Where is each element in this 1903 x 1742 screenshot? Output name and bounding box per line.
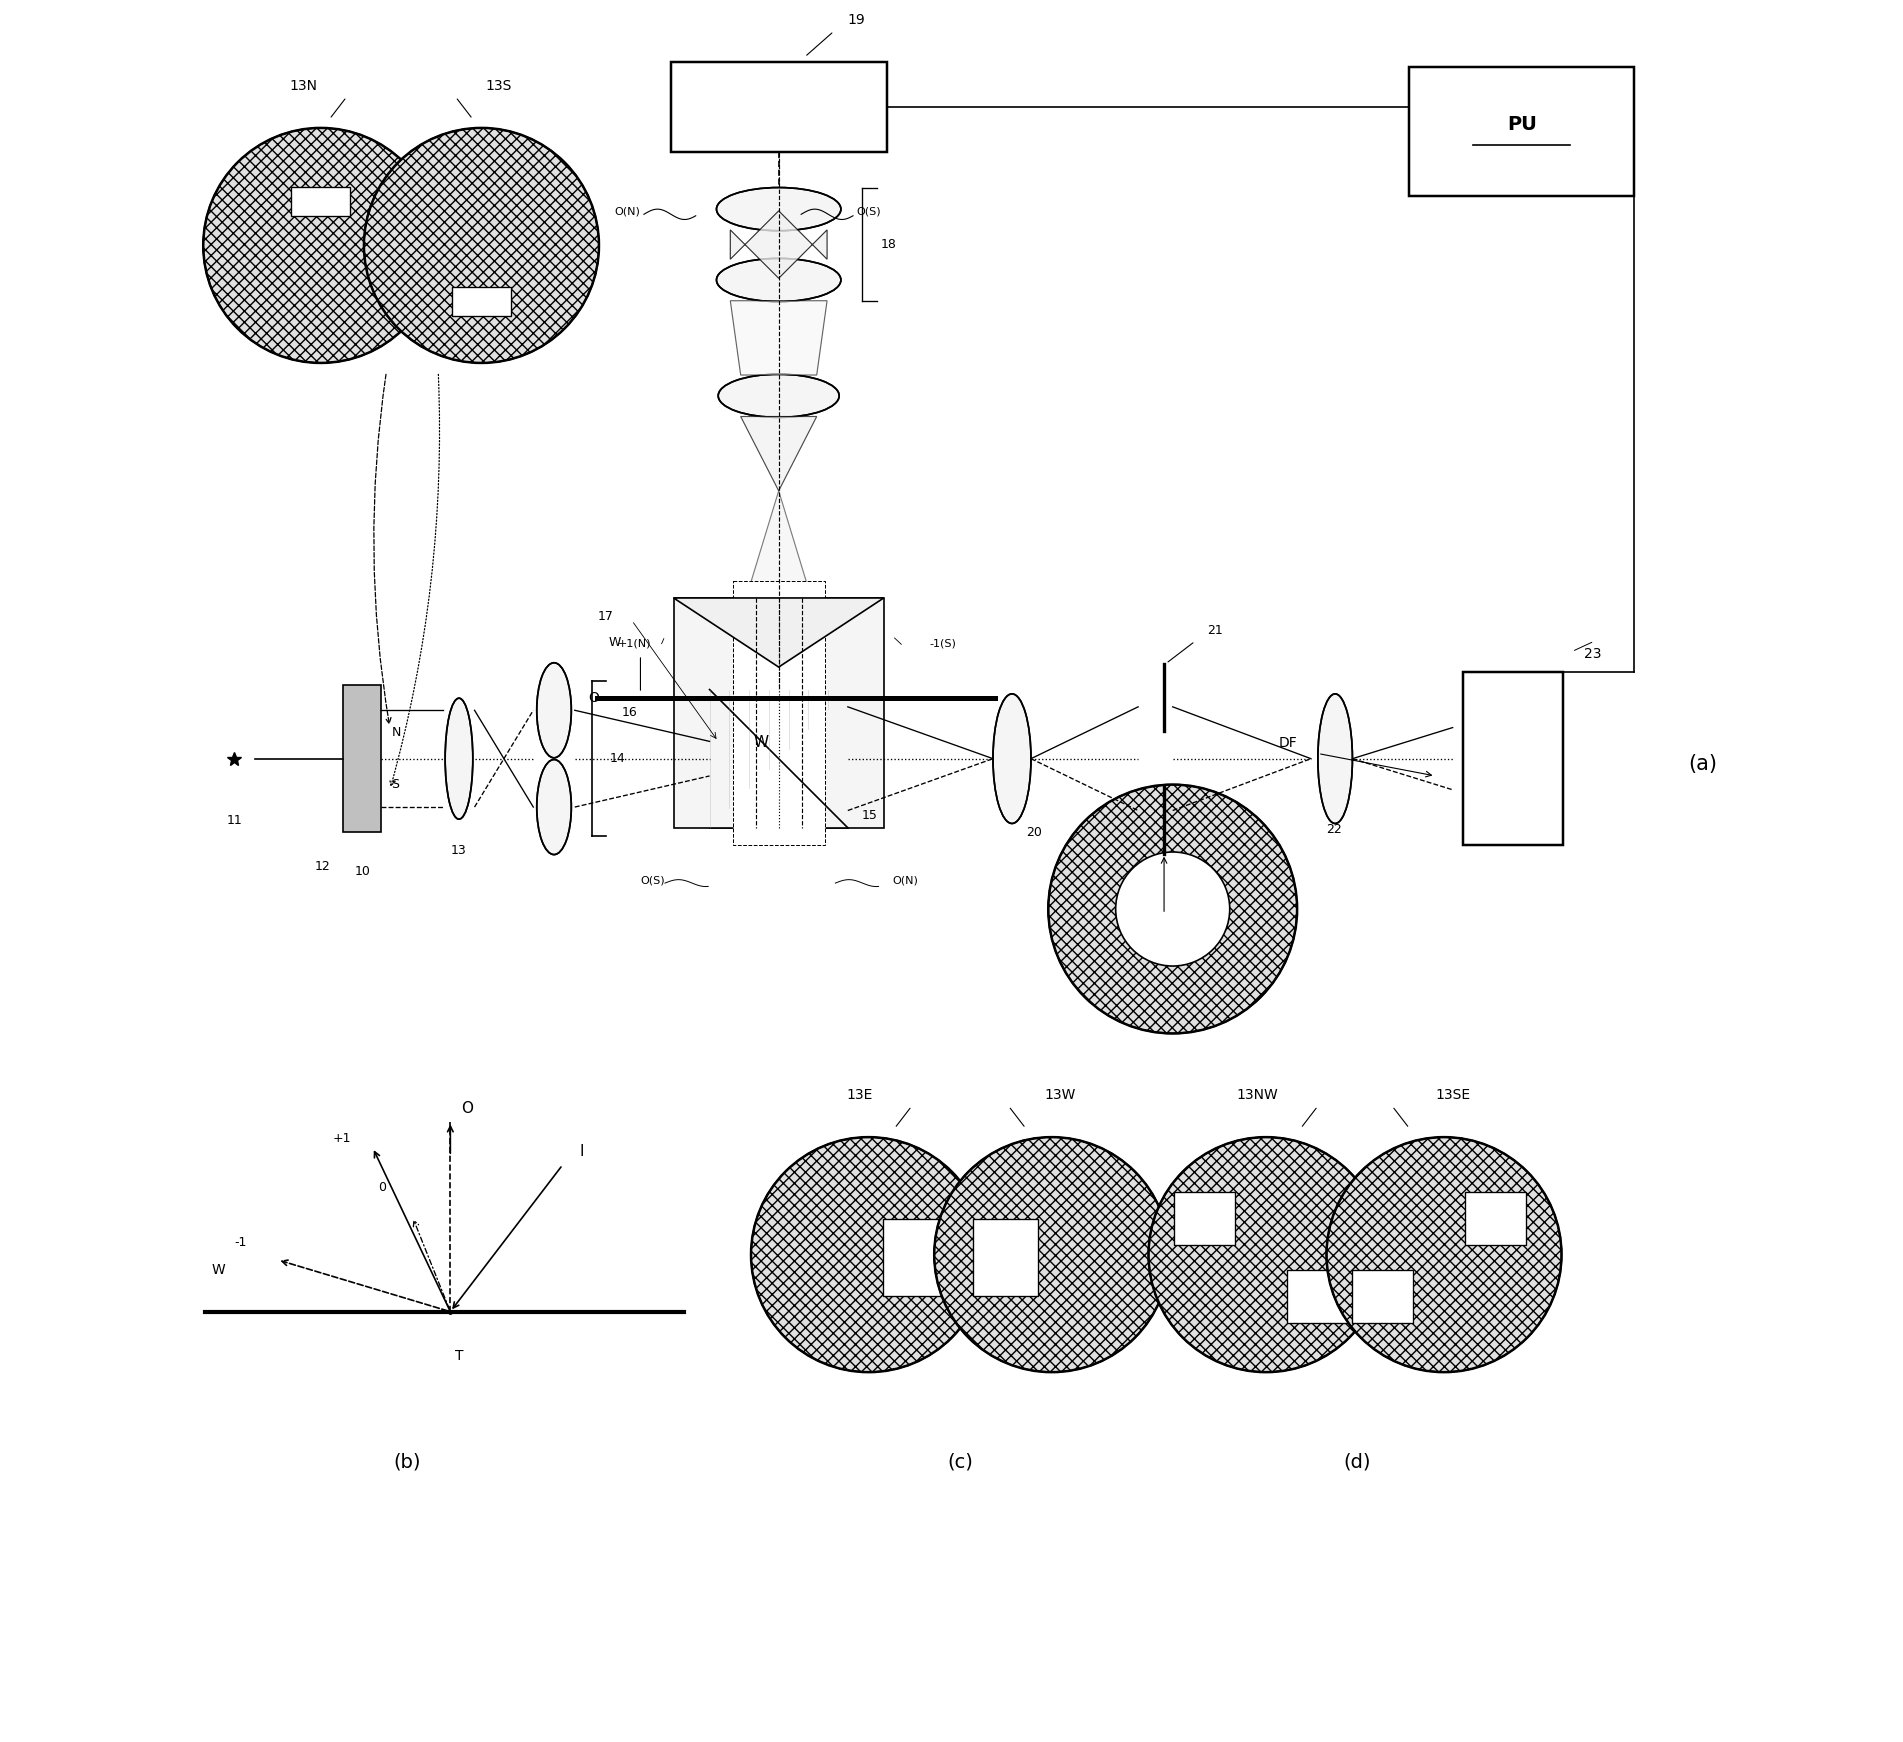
Text: 15: 15 — [862, 808, 877, 822]
Text: +1(N): +1(N) — [617, 638, 651, 648]
Text: (b): (b) — [394, 1453, 421, 1472]
Text: 21: 21 — [1207, 624, 1224, 638]
Text: -1: -1 — [234, 1237, 247, 1249]
Circle shape — [1049, 784, 1298, 1033]
Bar — [733, 580, 824, 845]
Text: -1(S): -1(S) — [929, 638, 957, 648]
Ellipse shape — [717, 375, 839, 418]
Bar — [883, 1219, 948, 1296]
Text: 16: 16 — [622, 706, 638, 719]
Text: +1: +1 — [333, 1132, 352, 1144]
Ellipse shape — [716, 258, 841, 301]
Text: O(S): O(S) — [856, 206, 881, 216]
Text: 13SE: 13SE — [1435, 1089, 1471, 1103]
Text: W: W — [609, 636, 620, 650]
Text: N: N — [392, 726, 402, 739]
Bar — [1465, 1192, 1526, 1246]
Bar — [972, 1219, 1037, 1296]
Circle shape — [934, 1138, 1168, 1373]
Text: S: S — [392, 779, 400, 791]
Text: O(N): O(N) — [615, 206, 641, 216]
Polygon shape — [731, 211, 828, 279]
Text: 13E: 13E — [847, 1089, 873, 1103]
Ellipse shape — [1319, 693, 1353, 824]
Bar — [1286, 1270, 1347, 1322]
Text: 20: 20 — [1026, 826, 1041, 840]
Text: 19: 19 — [849, 14, 866, 28]
Bar — [674, 598, 883, 827]
Circle shape — [1115, 852, 1229, 967]
Text: DF: DF — [1279, 735, 1298, 749]
Text: 22: 22 — [1326, 822, 1342, 836]
Text: 0: 0 — [379, 1181, 386, 1193]
Text: W: W — [211, 1263, 226, 1277]
Text: T: T — [455, 1348, 462, 1362]
Polygon shape — [740, 416, 816, 491]
Circle shape — [1326, 1138, 1562, 1373]
Text: O: O — [588, 690, 599, 706]
Text: 13S: 13S — [485, 78, 512, 92]
Text: 13N: 13N — [289, 78, 318, 92]
Bar — [1174, 1192, 1235, 1246]
Bar — [343, 685, 381, 833]
Circle shape — [752, 1138, 986, 1373]
Circle shape — [1149, 1138, 1383, 1373]
Text: 13W: 13W — [1045, 1089, 1075, 1103]
Bar — [1410, 66, 1635, 197]
Ellipse shape — [537, 760, 571, 855]
Text: 14: 14 — [609, 753, 624, 765]
Ellipse shape — [716, 188, 841, 230]
Ellipse shape — [445, 699, 472, 819]
Text: O(N): O(N) — [893, 874, 919, 885]
Text: 13NW: 13NW — [1237, 1089, 1279, 1103]
Text: 10: 10 — [354, 866, 371, 878]
Text: 13: 13 — [451, 843, 466, 857]
Text: O: O — [461, 1101, 472, 1117]
Bar — [291, 186, 350, 216]
Text: I: I — [580, 1144, 584, 1158]
Bar — [453, 286, 510, 315]
Text: 11: 11 — [226, 814, 242, 827]
Polygon shape — [717, 491, 839, 690]
Text: 12: 12 — [314, 861, 331, 873]
Text: 18: 18 — [881, 239, 896, 251]
Text: 17: 17 — [598, 610, 613, 624]
Text: PU: PU — [1507, 115, 1538, 134]
Bar — [1353, 1270, 1414, 1322]
Text: 23: 23 — [1583, 648, 1602, 662]
Text: (a): (a) — [1688, 754, 1718, 773]
Circle shape — [363, 127, 599, 362]
Ellipse shape — [537, 662, 571, 758]
Text: O(S): O(S) — [639, 874, 664, 885]
Bar — [670, 63, 887, 152]
Text: W: W — [754, 735, 769, 749]
Text: (c): (c) — [948, 1453, 972, 1472]
Text: (d): (d) — [1344, 1453, 1372, 1472]
Bar — [710, 690, 849, 827]
Circle shape — [204, 127, 438, 362]
Ellipse shape — [993, 693, 1031, 824]
Polygon shape — [731, 301, 828, 375]
Bar — [1463, 672, 1562, 845]
Polygon shape — [674, 598, 883, 667]
